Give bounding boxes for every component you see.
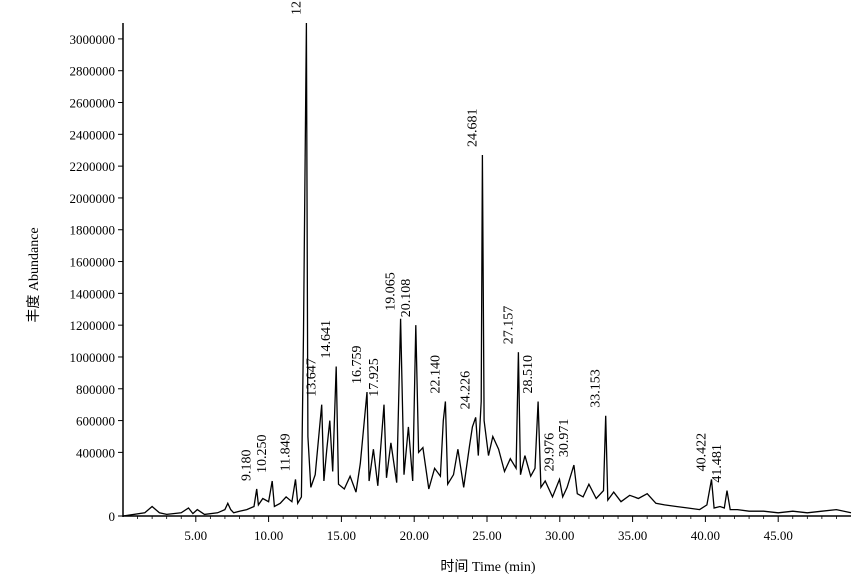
y-tick-label: 800000 xyxy=(76,382,115,397)
peak-label: 24.681 xyxy=(465,109,480,148)
series-line xyxy=(122,22,852,517)
x-tick-label: 15.00 xyxy=(327,528,356,543)
y-tick-label: 1600000 xyxy=(70,255,116,270)
y-tick-label: 2600000 xyxy=(70,96,116,111)
peak-label: 22.140 xyxy=(428,355,443,394)
x-tick-label: 5.00 xyxy=(184,528,207,543)
peak-label: 33.153 xyxy=(589,369,604,408)
y-tick-label: 1800000 xyxy=(70,223,116,238)
y-tick-label: 1000000 xyxy=(70,350,116,365)
peak-label: 9.180 xyxy=(240,450,255,482)
peak-label: 28.510 xyxy=(521,355,536,394)
peak-label: 12.593 xyxy=(289,0,304,15)
x-tick-label: 35.00 xyxy=(618,528,647,543)
y-tick-label: 2800000 xyxy=(70,64,116,79)
x-tick-group: 5.00 10.00 15.00 20.00 25.00 30.00 35.00 40.00 4… xyxy=(137,516,837,543)
x-tick-label: 45.00 xyxy=(764,528,793,543)
peak-label: 10.250 xyxy=(255,435,270,474)
y-tick-label: 3000000 xyxy=(70,32,116,47)
y-tick-label: 2000000 xyxy=(70,191,116,206)
y-tick-label: 1200000 xyxy=(70,318,116,333)
peak-label: 30.971 xyxy=(557,419,572,458)
y-tick-label: 600000 xyxy=(76,414,115,429)
peak-label: 41.481 xyxy=(710,444,725,483)
peak-label: 40.422 xyxy=(695,433,710,472)
y-tick-group: 0 400000 600000 800000 1000000 1200000 1400000… xyxy=(70,32,123,524)
x-tick-label: 40.00 xyxy=(691,528,720,543)
peak-label: 13.647 xyxy=(305,358,320,397)
peak-label: 17.925 xyxy=(367,358,382,397)
y-tick-label: 2200000 xyxy=(70,159,116,174)
x-tick-label: 10.00 xyxy=(254,528,283,543)
y-tick-label: 400000 xyxy=(76,445,115,460)
x-tick-label: 20.00 xyxy=(400,528,429,543)
y-tick-label: 2400000 xyxy=(70,127,116,142)
peak-label: 29.976 xyxy=(543,433,558,472)
x-tick-label: 30.00 xyxy=(545,528,574,543)
peak-label: 19.065 xyxy=(384,272,399,311)
peak-label: 24.226 xyxy=(459,371,474,410)
x-tick-label: 25.00 xyxy=(472,528,501,543)
y-tick-label: 1400000 xyxy=(70,286,116,301)
x-axis-title: 时间 Time (min) xyxy=(440,559,535,575)
peak-label: 11.849 xyxy=(279,433,294,471)
y-axis-title: 丰度 Abundance xyxy=(26,227,42,322)
peak-label: 14.641 xyxy=(319,320,334,359)
peak-label: 27.157 xyxy=(501,306,516,345)
peak-label: 16.759 xyxy=(350,346,365,385)
y-tick-label: 0 xyxy=(109,509,116,524)
peak-label: 20.108 xyxy=(399,279,414,318)
